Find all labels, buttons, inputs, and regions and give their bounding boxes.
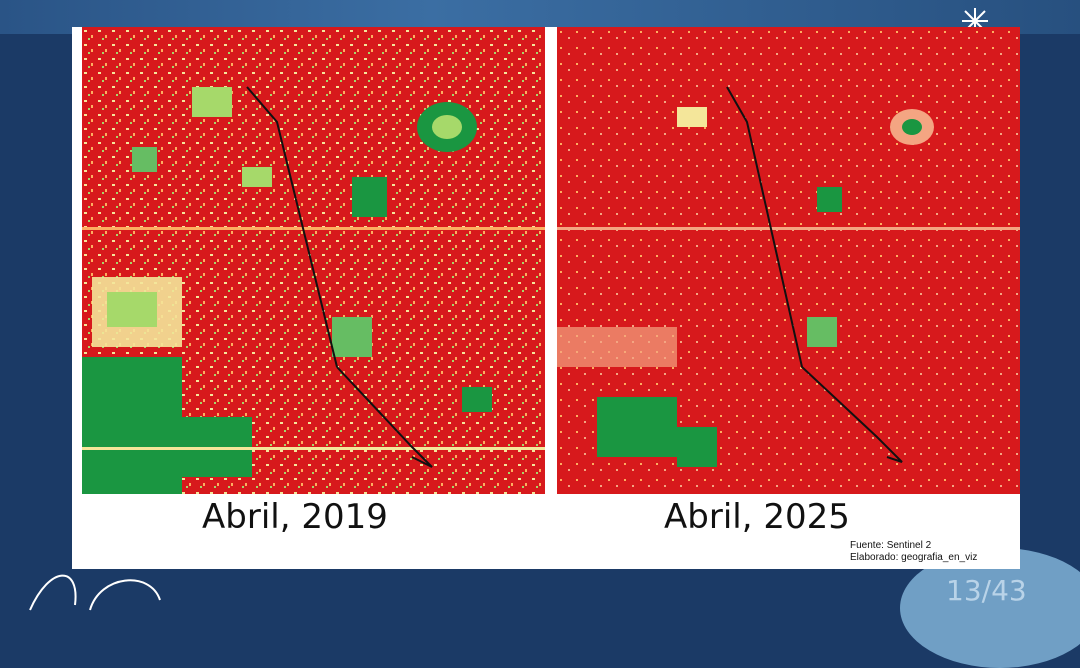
ndvi-map-2025: [557, 27, 1020, 494]
hand-drawn-swirl-icon: [29, 574, 161, 611]
source-text: Fuente: Sentinel 2: [850, 540, 932, 551]
sparkle-icon: [962, 8, 988, 34]
caption-2019: Abril, 2019: [202, 497, 388, 537]
slide-card: Abril, 2019 Abril, 2025 Fuente: Sentinel…: [72, 27, 1020, 569]
caption-2025: Abril, 2025: [664, 497, 850, 537]
ndvi-map-2019: [82, 27, 545, 494]
credits-block: Fuente: Sentinel 2 Elaborado: geografia_…: [850, 540, 977, 564]
page-number: 13/43: [946, 574, 1027, 607]
author-text: Elaborado: geografia_en_viz: [850, 552, 978, 563]
